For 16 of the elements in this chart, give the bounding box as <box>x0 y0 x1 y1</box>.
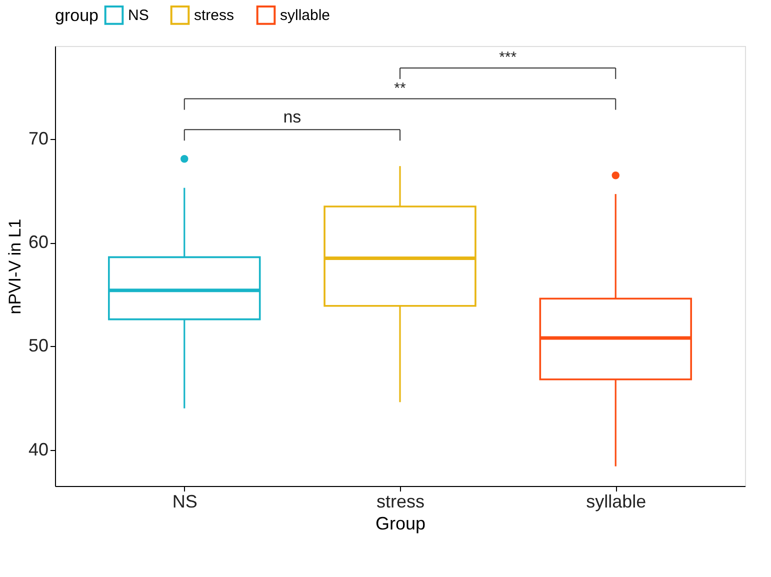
legend-label: NS <box>128 7 149 24</box>
legend-label: stress <box>194 7 234 24</box>
x-axis-title: Group <box>375 514 426 534</box>
y-tick-label: 70 <box>28 128 48 149</box>
y-tick-label: 60 <box>28 232 48 252</box>
y-axis-title: nPVI-V in L1 <box>5 218 24 314</box>
legend-label: syllable <box>280 7 330 24</box>
legend-title: group <box>55 6 98 25</box>
x-tick-label: syllable <box>586 492 646 512</box>
x-tick-label: NS <box>172 492 198 512</box>
y-tick-label: 40 <box>28 439 48 460</box>
annotation: ns <box>283 108 302 127</box>
y-tick-label: 50 <box>28 336 48 356</box>
annotation: *** <box>499 49 517 66</box>
x-tick-label: stress <box>376 492 425 512</box>
annotation: ** <box>394 80 406 97</box>
